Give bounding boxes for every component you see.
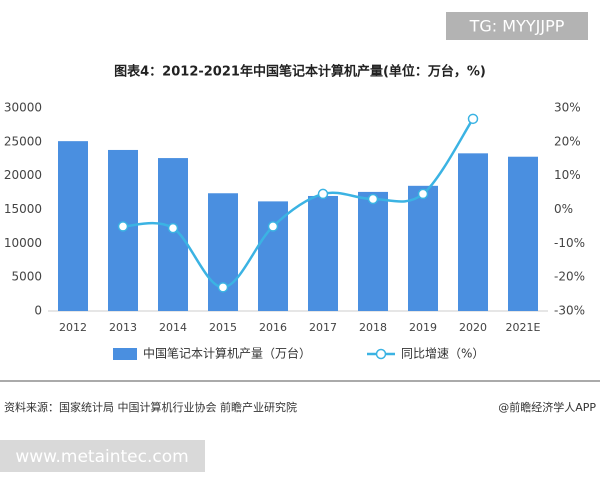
x-tick-label: 2017: [309, 321, 337, 334]
bar: [508, 156, 538, 311]
x-tick-label: 2013: [109, 321, 137, 334]
line-marker: [267, 221, 279, 232]
bar: [408, 185, 438, 311]
y2-tick-label: -20%: [554, 270, 585, 284]
x-tick-label: 2020: [459, 321, 487, 334]
legend-label: 中国笔记本计算机产量（万台）: [143, 346, 311, 361]
y-tick-label: 20000: [4, 168, 42, 182]
y-tick-label: 30000: [4, 101, 42, 115]
y2-tick-label: 20%: [554, 134, 581, 148]
x-tick-label: 2019: [409, 321, 437, 334]
bar: [458, 153, 488, 311]
line-marker: [467, 113, 479, 125]
x-tick-label: 2015: [209, 321, 237, 334]
bar: [258, 201, 288, 311]
line-marker: [317, 188, 329, 200]
legend-swatch: [113, 348, 137, 360]
y-tick-label: 5000: [11, 270, 42, 284]
line-marker: [117, 221, 129, 232]
legend-label: 同比增速（%）: [401, 347, 484, 361]
url-box: [0, 440, 205, 472]
x-tick-label: 2021E: [506, 321, 541, 334]
bar: [308, 195, 338, 311]
x-tick-label: 2018: [359, 321, 387, 334]
bar: [358, 191, 388, 311]
y-tick-label: 15000: [4, 202, 42, 216]
badge-box: [446, 12, 588, 40]
line-marker: [367, 193, 379, 205]
y2-tick-label: 0%: [554, 202, 573, 216]
x-tick-label: 2012: [59, 321, 87, 334]
line-marker: [167, 222, 179, 234]
line-marker: [217, 282, 229, 293]
y-tick-label: 0: [34, 304, 42, 318]
y2-tick-label: -10%: [554, 236, 585, 250]
credit: @前瞻经济学人APP: [498, 400, 596, 414]
line-marker: [417, 188, 429, 200]
source: 资料来源：国家统计局 中国计算机行业协会 前瞻产业研究院: [4, 400, 297, 414]
x-tick-label: 2014: [159, 321, 187, 334]
badge: TG: MYYJJPP: [469, 17, 565, 36]
url: www.metaintec.com: [15, 447, 188, 467]
bar: [58, 141, 88, 311]
y2-tick-label: 10%: [554, 168, 581, 182]
chart-title: 图表4：2012-2021年中国笔记本计算机产量(单位：万台，%): [114, 64, 486, 80]
bar: [158, 158, 188, 311]
x-tick-label: 2016: [259, 321, 287, 334]
y2-tick-label: 30%: [554, 101, 581, 115]
legend-swatch: [375, 348, 387, 360]
bar: [208, 193, 238, 311]
y-tick-label: 25000: [4, 134, 42, 148]
y2-tick-label: -30%: [554, 304, 585, 318]
y-tick-label: 10000: [4, 236, 42, 250]
